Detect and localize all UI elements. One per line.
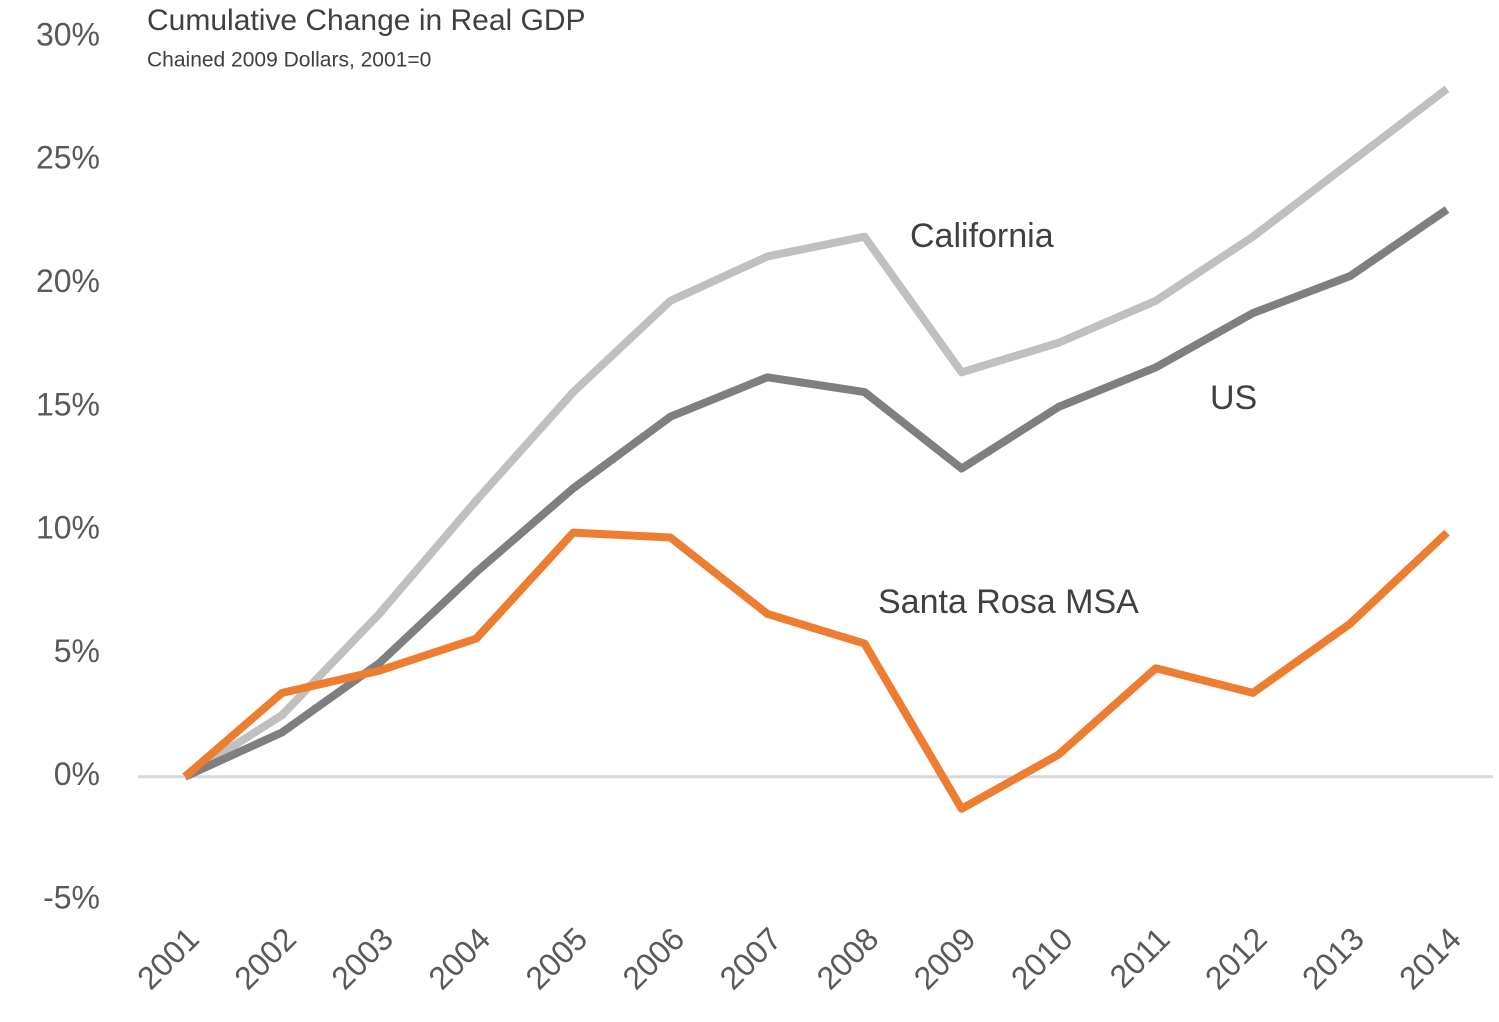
x-tick-label: 2005	[518, 920, 594, 996]
x-tick-label: 2003	[324, 920, 400, 996]
x-tick-label: 2008	[810, 920, 886, 996]
series-line	[183, 206, 1450, 781]
y-tick-label: 0%	[54, 756, 100, 792]
y-tick-label: 15%	[36, 386, 100, 422]
series-line	[182, 85, 1450, 781]
x-tick-label: 2010	[1004, 920, 1080, 996]
x-tick-label: 2001	[130, 920, 206, 996]
y-tick-label: -5%	[43, 879, 100, 915]
series-label: Santa Rosa MSA	[878, 583, 1139, 621]
x-tick-label: 2013	[1295, 920, 1371, 996]
y-tick-label: 20%	[36, 263, 100, 299]
x-tick-label: 2004	[421, 920, 497, 996]
y-tick-label: 10%	[36, 510, 100, 546]
x-tick-label: 2006	[616, 920, 692, 996]
x-tick-label: 2009	[907, 920, 983, 996]
x-tick-label: 2014	[1392, 920, 1468, 996]
series-line	[182, 528, 1450, 813]
chart-title: Cumulative Change in Real GDP	[147, 4, 586, 37]
y-tick-label: 5%	[54, 633, 100, 669]
x-tick-label: 2002	[227, 920, 303, 996]
x-tick-label: 2007	[713, 920, 789, 996]
chart-subtitle: Chained 2009 Dollars, 2001=0	[147, 49, 431, 72]
x-tick-label: 2011	[1103, 920, 1177, 994]
y-tick-label: 25%	[36, 140, 100, 176]
series-label: California	[910, 217, 1054, 255]
y-tick-label: 30%	[36, 16, 100, 52]
series-label: US	[1210, 379, 1257, 417]
x-tick-label: 2012	[1198, 920, 1274, 996]
